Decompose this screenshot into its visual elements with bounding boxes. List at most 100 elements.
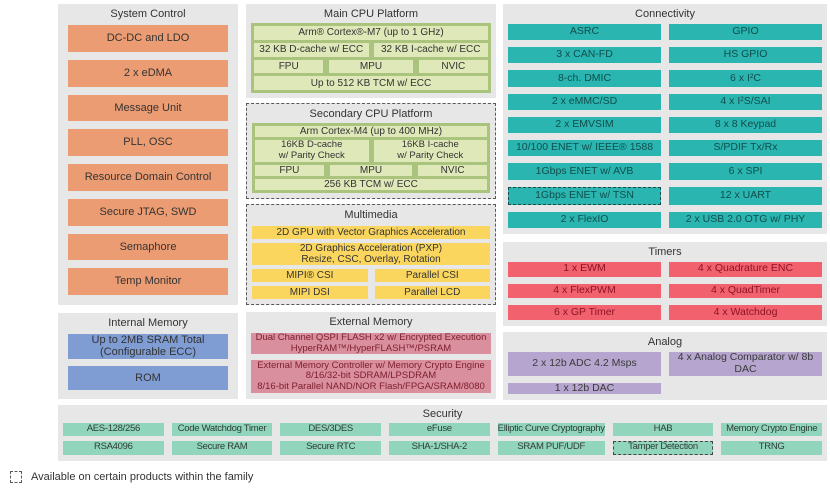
security-block: eFuse	[388, 423, 490, 436]
connectivity-block: GPIO	[669, 24, 822, 41]
system-control-block: Semaphore	[68, 233, 228, 261]
timers-panel: Timers 1 x EWM 4 x Quadrature ENC 4 x Fl…	[503, 242, 827, 326]
security-blocks: AES-128/256 Code Watchdog Timer DES/3DES…	[58, 422, 827, 461]
connectivity-block: 2 x EMVSIM	[508, 116, 661, 134]
system-control-blocks: DC-DC and LDO 2 x eDMA Message Unit PLL,…	[58, 23, 238, 305]
timer-block: 1 x EWM	[508, 262, 661, 277]
connectivity-block: 2 x FlexIO	[508, 211, 661, 228]
mipi-dsi-block: MIPI DSI	[252, 286, 368, 299]
connectivity-block: 10/100 ENET w/ IEEE® 1588	[508, 140, 661, 157]
internal-memory-block: ROM	[68, 365, 228, 390]
pxp-block: 2D Graphics Acceleration (PXP) Resize, C…	[252, 242, 490, 266]
timer-block: 6 x GP Timer	[508, 305, 661, 320]
multimedia-panel: Multimedia 2D GPU with Vector Graphics A…	[246, 204, 496, 305]
system-control-panel: System Control DC-DC and LDO 2 x eDMA Me…	[58, 4, 238, 305]
analog-empty-cell	[669, 383, 822, 395]
dcache-block: 16KB D-cache w/ Parity Check	[255, 139, 369, 162]
connectivity-panel: Connectivity ASRC GPIO 3 x CAN-FD HS GPI…	[503, 4, 827, 234]
parallel-lcd-block: Parallel LCD	[374, 286, 490, 299]
connectivity-block: 2 x USB 2.0 OTG w/ PHY	[669, 211, 822, 228]
timers-blocks: 1 x EWM 4 x Quadrature ENC 4 x FlexPWM 4…	[503, 261, 827, 326]
connectivity-block: 8-ch. DMIC	[508, 70, 661, 87]
security-block: DES/3DES	[280, 423, 381, 436]
system-control-block: Resource Domain Control	[68, 164, 228, 191]
timer-block: 4 x Watchdog	[669, 305, 822, 320]
security-block: HAB	[612, 423, 714, 436]
system-control-block: PLL, OSC	[68, 129, 228, 156]
security-block: RSA4096	[63, 440, 164, 455]
security-block: Elliptic Curve Cryptography	[497, 422, 605, 436]
connectivity-block: 6 x I²C	[669, 70, 822, 87]
analog-blocks: 2 x 12b ADC 4.2 Msps 4 x Analog Comparat…	[503, 351, 827, 400]
system-control-block: Secure JTAG, SWD	[68, 198, 228, 226]
panel-title: Connectivity	[635, 8, 695, 20]
security-block: Secure RTC	[280, 440, 381, 455]
panel-title: System Control	[110, 8, 186, 20]
panel-title: Multimedia	[344, 209, 398, 221]
security-panel: Security AES-128/256 Code Watchdog Timer…	[58, 405, 827, 461]
connectivity-block-tsn-optional: 1Gbps ENET w/ TSN	[508, 186, 661, 205]
icache-block: 32 KB I-cache w/ ECC	[373, 42, 488, 57]
nvic-block: NVIC	[418, 164, 487, 176]
panel-title: Analog	[647, 336, 683, 348]
system-control-block: 2 x eDMA	[68, 59, 228, 87]
tcm-block: Up to 512 KB TCM w/ ECC	[254, 76, 488, 90]
security-block-tamper-optional: Tamper Detection	[612, 440, 714, 455]
nvic-block: NVIC	[418, 59, 488, 74]
external-memory-blocks: Dual Channel QSPI FLASH x2 w/ Encrypted …	[246, 331, 496, 399]
secondary-cpu-core-group: Arm Cortex-M4 (up to 400 MHz) 16KB D-cac…	[252, 123, 490, 193]
multimedia-blocks: 2D GPU with Vector Graphics Acceleration…	[247, 224, 495, 304]
panel-title: Security	[422, 408, 463, 420]
security-block: TRNG	[721, 440, 822, 455]
legend-label: Available on certain products within the…	[31, 471, 254, 483]
connectivity-block: 2 x eMMC/SD	[508, 93, 661, 110]
mipi-csi-block: MIPI® CSI	[252, 269, 368, 283]
analog-block: 2 x 12b ADC 4.2 Msps	[508, 352, 661, 376]
connectivity-block: S/PDIF Tx/Rx	[669, 140, 822, 157]
legend: Available on certain products within the…	[10, 471, 253, 483]
analog-block: 1 x 12b DAC	[508, 382, 661, 395]
system-control-block: Message Unit	[68, 94, 228, 122]
internal-memory-panel: Internal Memory Up to 2MB SRAM Total (Co…	[58, 313, 238, 399]
mpu-block: MPU	[329, 164, 413, 176]
tcm-block: 256 KB TCM w/ ECC	[255, 178, 487, 190]
cpu-core-block: Arm Cortex-M4 (up to 400 MHz)	[255, 126, 487, 138]
security-block: SRAM PUF/UDF	[497, 440, 605, 455]
connectivity-block: 1Gbps ENET w/ AVB	[508, 163, 661, 180]
security-block: SHA-1/SHA-2	[388, 440, 490, 455]
connectivity-blocks: ASRC GPIO 3 x CAN-FD HS GPIO 8-ch. DMIC …	[503, 23, 827, 234]
main-cpu-core-group: Arm® Cortex®-M7 (up to 1 GHz) 32 KB D-ca…	[251, 23, 491, 93]
qspi-flash-block: Dual Channel QSPI FLASH x2 w/ Encrypted …	[251, 332, 491, 355]
system-control-block: DC-DC and LDO	[68, 25, 228, 52]
connectivity-block: 8 x 8 Keypad	[669, 116, 822, 134]
connectivity-block: ASRC	[508, 24, 661, 41]
cpu-core-block: Arm® Cortex®-M7 (up to 1 GHz)	[254, 26, 488, 40]
parallel-csi-block: Parallel CSI	[374, 269, 490, 283]
connectivity-block: 12 x UART	[669, 186, 822, 205]
security-block: Memory Crypto Engine	[721, 423, 822, 436]
panel-title: External Memory	[329, 316, 413, 328]
fpu-block: FPU	[255, 164, 324, 176]
panel-title: Timers	[648, 246, 682, 258]
internal-memory-block: Up to 2MB SRAM Total (Configurable ECC)	[68, 334, 228, 359]
analog-panel: Analog 2 x 12b ADC 4.2 Msps 4 x Analog C…	[503, 332, 827, 400]
dcache-block: 32 KB D-cache w/ ECC	[254, 42, 369, 57]
panel-title: Internal Memory	[108, 317, 188, 329]
panel-title: Main CPU Platform	[323, 8, 419, 20]
connectivity-block: 6 x SPI	[669, 163, 822, 180]
external-memory-panel: External Memory Dual Channel QSPI FLASH …	[246, 312, 496, 399]
external-memory-controller-block: External Memory Controller w/ Memory Cry…	[251, 360, 491, 393]
internal-memory-blocks: Up to 2MB SRAM Total (Configurable ECC) …	[58, 332, 238, 399]
gpu-block: 2D GPU with Vector Graphics Acceleration	[252, 226, 490, 239]
icache-block: 16KB I-cache w/ Parity Check	[373, 139, 487, 162]
timer-block: 4 x QuadTimer	[669, 283, 822, 299]
connectivity-block: 4 x I²S/SAI	[669, 93, 822, 110]
connectivity-block: HS GPIO	[669, 47, 822, 64]
fpu-block: FPU	[254, 59, 324, 74]
secondary-cpu-panel: Secondary CPU Platform Arm Cortex-M4 (up…	[246, 103, 496, 199]
system-control-block: Temp Monitor	[68, 268, 228, 295]
security-block: AES-128/256	[63, 423, 164, 436]
security-block: Code Watchdog Timer	[171, 423, 273, 436]
main-cpu-panel: Main CPU Platform Arm® Cortex®-M7 (up to…	[246, 4, 496, 98]
